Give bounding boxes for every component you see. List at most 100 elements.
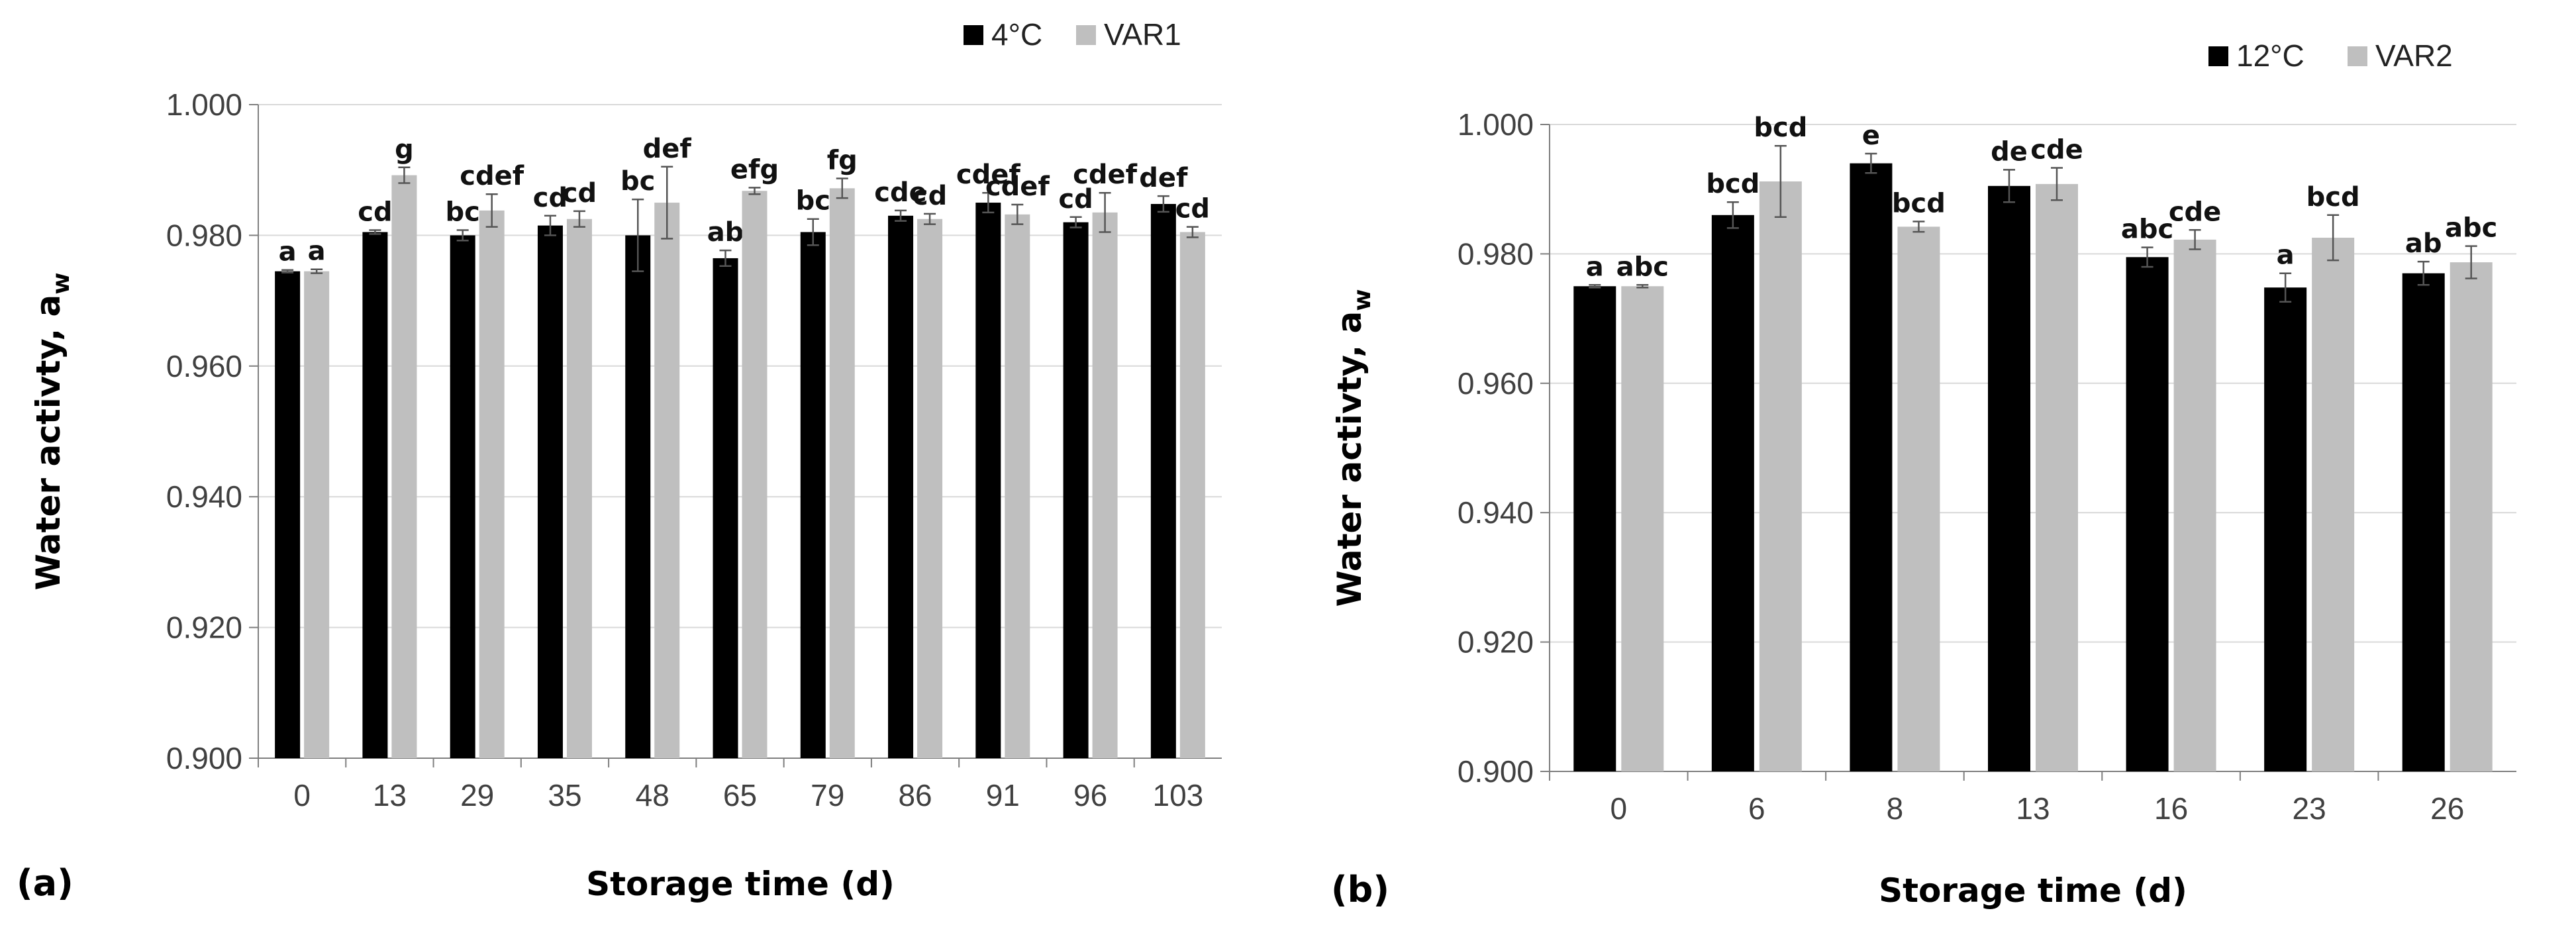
bar-series2 bbox=[742, 191, 768, 758]
error-bar bbox=[895, 209, 907, 222]
bar-series2 bbox=[2450, 262, 2493, 771]
error-bar bbox=[2189, 229, 2201, 250]
significance-label: cdef bbox=[1073, 160, 1137, 190]
y-tick-label: 0.960 bbox=[166, 349, 242, 383]
bar-series1 bbox=[2126, 257, 2169, 771]
significance-label: a bbox=[308, 236, 326, 267]
error-bar bbox=[2279, 272, 2292, 303]
x-tick-label: 16 bbox=[2154, 791, 2188, 826]
y-tick-label: 1.000 bbox=[1458, 107, 1534, 142]
error-bar bbox=[982, 191, 995, 214]
significance-label: bc bbox=[446, 197, 480, 228]
error-bar bbox=[1726, 201, 1739, 229]
bar-series2 bbox=[2173, 239, 2216, 771]
error-bar bbox=[1011, 203, 1024, 225]
error-bar bbox=[398, 166, 411, 184]
error-bar bbox=[485, 193, 498, 228]
significance-label: efg bbox=[730, 154, 779, 185]
significance-label: bcd bbox=[2306, 182, 2360, 213]
significance-label: cdef bbox=[956, 160, 1020, 190]
error-bar bbox=[1636, 284, 1649, 289]
x-tick-label: 48 bbox=[636, 778, 669, 812]
legend-swatch bbox=[2208, 46, 2228, 66]
error-bar bbox=[281, 269, 294, 273]
x-tick-label: 26 bbox=[2430, 791, 2464, 826]
significance-label: cd bbox=[533, 183, 568, 213]
error-bar bbox=[544, 215, 556, 236]
bar-series1 bbox=[1150, 204, 1176, 758]
bar-series2 bbox=[304, 271, 330, 758]
significance-label: cd bbox=[358, 197, 392, 228]
bar-series2 bbox=[1092, 212, 1118, 759]
bar-series1 bbox=[1711, 215, 1754, 771]
bar-series2 bbox=[1005, 214, 1030, 758]
bar-series1 bbox=[1988, 185, 2030, 771]
significance-label: ab bbox=[2405, 228, 2442, 259]
bar-series1 bbox=[275, 271, 301, 758]
y-tick-label: 0.900 bbox=[1458, 754, 1534, 789]
significance-label: cd bbox=[1058, 184, 1093, 215]
error-bar bbox=[924, 213, 936, 225]
significance-label: def bbox=[643, 134, 692, 164]
x-tick-label: 103 bbox=[1152, 778, 1203, 812]
error-bar bbox=[719, 249, 732, 268]
y-tick-label: 0.920 bbox=[1458, 625, 1534, 660]
bar-series2 bbox=[566, 219, 592, 759]
error-bar bbox=[2417, 260, 2430, 286]
x-tick-label: 65 bbox=[723, 778, 757, 812]
y-tick-label: 0.960 bbox=[1458, 366, 1534, 401]
significance-label: g bbox=[395, 134, 414, 165]
y-tick-label: 0.920 bbox=[166, 611, 242, 645]
significance-label: cd bbox=[562, 178, 597, 209]
bar-series2 bbox=[1897, 226, 1940, 772]
error-bar bbox=[807, 218, 819, 246]
x-axis-title: Storage time (d) bbox=[1879, 871, 2187, 910]
significance-label: cdef bbox=[460, 161, 524, 191]
error-bar bbox=[661, 166, 673, 240]
bar-series2 bbox=[479, 210, 505, 758]
legend-swatch bbox=[964, 25, 983, 45]
significance-label: abc bbox=[1616, 252, 1669, 282]
bar-series1 bbox=[537, 225, 563, 759]
significance-label: fg bbox=[827, 146, 858, 176]
bar-series1 bbox=[713, 258, 738, 758]
x-tick-label: 79 bbox=[811, 778, 844, 812]
significance-label: bc bbox=[796, 186, 830, 217]
significance-label: a bbox=[279, 237, 297, 268]
significance-label: cd bbox=[913, 181, 947, 211]
y-axis-title: Water activty, aw bbox=[29, 272, 75, 590]
error-bar bbox=[2465, 245, 2477, 279]
error-bar bbox=[1865, 152, 1877, 174]
error-bar bbox=[2327, 214, 2340, 262]
significance-label: de bbox=[1991, 136, 2028, 167]
x-tick-label: 0 bbox=[1610, 791, 1627, 826]
y-axis-title: Water activty, aw bbox=[1330, 289, 1376, 607]
bar-series2 bbox=[2312, 237, 2355, 772]
bar-series1 bbox=[1850, 163, 1893, 771]
bar-series1 bbox=[362, 232, 388, 759]
y-tick-label: 0.940 bbox=[166, 479, 242, 514]
x-tick-label: 86 bbox=[898, 778, 932, 812]
significance-label: def bbox=[1139, 163, 1188, 193]
error-bar bbox=[1099, 191, 1111, 233]
x-tick-label: 35 bbox=[548, 778, 581, 812]
y-axis-title-main: Water activty, a bbox=[1330, 311, 1369, 607]
panel-label: (a) bbox=[17, 862, 74, 904]
bar-series2 bbox=[917, 219, 943, 759]
error-bar bbox=[456, 229, 469, 242]
bar-series1 bbox=[975, 203, 1001, 758]
y-tick-label: 0.900 bbox=[166, 741, 242, 775]
bar-series1 bbox=[1573, 286, 1616, 771]
significance-label: cde bbox=[874, 177, 926, 208]
error-bar bbox=[369, 229, 381, 235]
legend-label: 4°C bbox=[991, 17, 1042, 52]
significance-label: cde bbox=[2030, 134, 2083, 165]
significance-label: ab bbox=[707, 217, 744, 248]
x-tick-label: 8 bbox=[1887, 791, 1904, 826]
error-bar bbox=[632, 198, 644, 272]
y-tick-label: 1.000 bbox=[166, 87, 242, 122]
bar-series1 bbox=[888, 215, 914, 758]
significance-label: bc bbox=[620, 166, 655, 197]
